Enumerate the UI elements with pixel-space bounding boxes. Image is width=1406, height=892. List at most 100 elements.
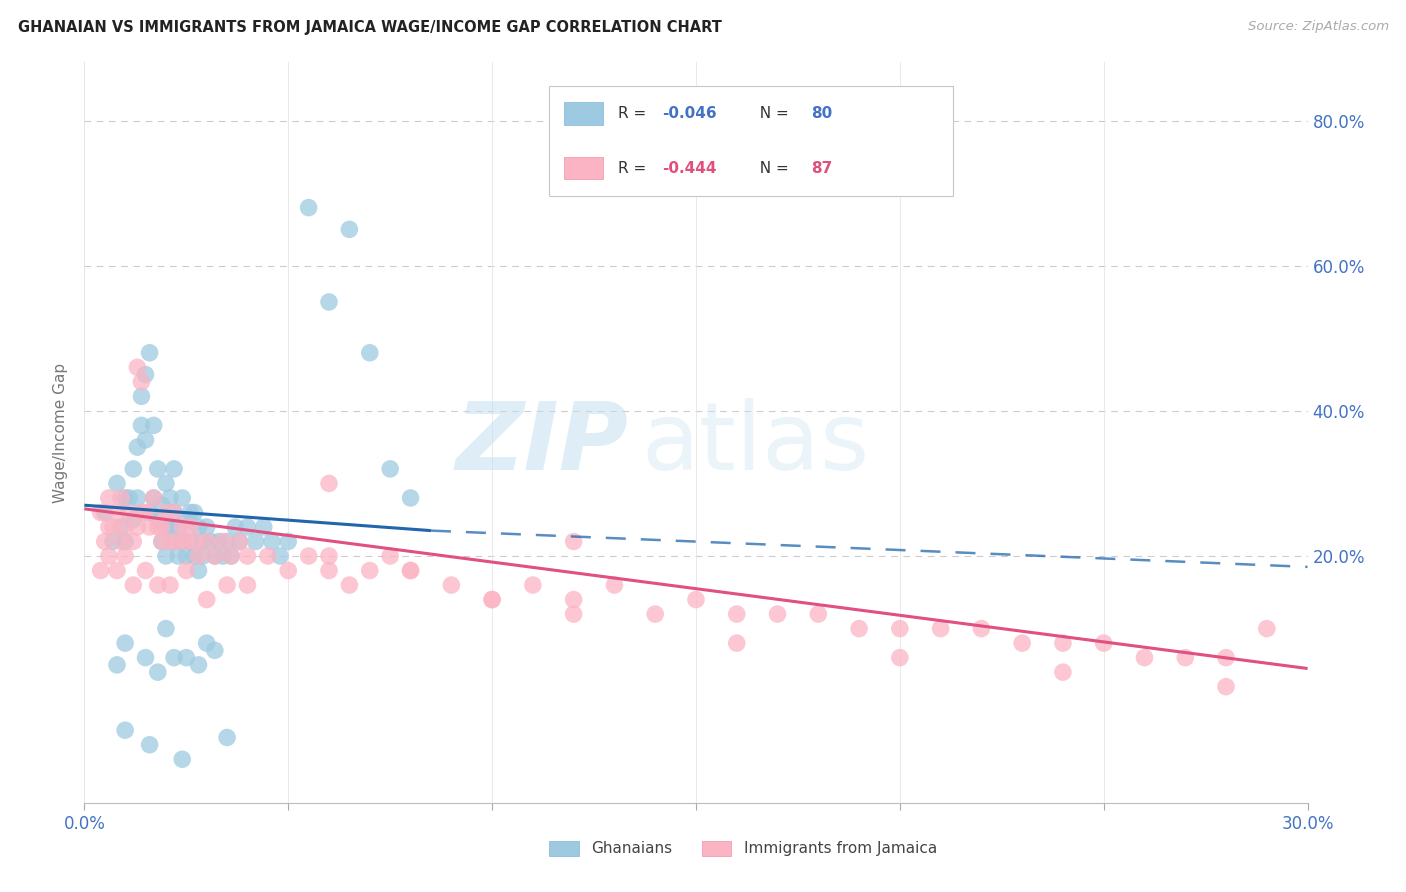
Point [187,564,209,578]
Point [204,549,226,563]
Point [167,520,190,534]
Point [562,592,585,607]
Point [122,534,145,549]
Point [90,506,112,520]
Point [481,592,503,607]
Text: GHANAIAN VS IMMIGRANTS FROM JAMAICA WAGE/INCOME GAP CORRELATION CHART: GHANAIAN VS IMMIGRANTS FROM JAMAICA WAGE… [18,20,723,35]
Point [135,433,157,447]
Point [150,534,173,549]
Point [174,564,197,578]
Point [93,534,115,549]
Text: R =: R = [617,106,651,121]
Point [1052,665,1074,680]
Text: N =: N = [749,161,793,176]
FancyBboxPatch shape [702,841,731,856]
Point [277,564,299,578]
Text: Source: ZipAtlas.com: Source: ZipAtlas.com [1249,20,1389,33]
Point [159,534,181,549]
Text: -0.444: -0.444 [662,161,716,176]
Point [1092,636,1115,650]
Point [122,462,145,476]
Text: ZIP: ZIP [456,398,628,490]
Point [195,534,218,549]
Point [127,440,149,454]
Point [339,578,361,592]
Point [138,738,160,752]
Point [277,534,299,549]
Text: -0.046: -0.046 [662,106,716,121]
Point [163,650,186,665]
Y-axis label: Wage/Income Gap: Wage/Income Gap [53,362,69,503]
Point [155,506,177,520]
Point [195,592,218,607]
Point [191,549,214,563]
Point [114,549,136,563]
Point [212,534,235,549]
Point [245,534,267,549]
Point [135,506,157,520]
Point [318,549,340,563]
Point [889,622,911,636]
Point [97,549,120,563]
Point [174,549,197,563]
Point [522,578,544,592]
Point [135,368,157,382]
Point [318,476,340,491]
Point [1174,650,1197,665]
Point [1215,650,1237,665]
Point [399,564,422,578]
Point [440,578,463,592]
Text: Ghanaians: Ghanaians [591,841,672,856]
Point [217,731,239,745]
Point [110,491,132,505]
Point [159,578,181,592]
Point [159,520,181,534]
Point [110,520,132,534]
Point [970,622,993,636]
Point [146,513,169,527]
Point [298,201,321,215]
Point [114,534,136,549]
Point [380,462,402,476]
Point [562,534,585,549]
Point [399,491,422,505]
Point [929,622,952,636]
Point [1133,650,1156,665]
Point [146,578,169,592]
Point [114,636,136,650]
Point [146,462,169,476]
Point [105,657,128,672]
Point [318,295,340,310]
Point [219,549,242,563]
Point [603,578,626,592]
Point [138,520,160,534]
Point [1052,636,1074,650]
Point [101,534,124,549]
Point [200,534,222,549]
Point [101,520,124,534]
Point [122,578,145,592]
Point [172,534,194,549]
Point [167,549,190,563]
Point [380,549,402,563]
Point [97,520,120,534]
Point [163,506,186,520]
Point [105,506,128,520]
Point [131,375,153,389]
Point [236,578,259,592]
FancyBboxPatch shape [550,841,578,856]
Point [399,564,422,578]
Point [236,520,259,534]
Point [183,534,205,549]
Point [150,520,173,534]
Point [93,506,115,520]
Point [167,534,190,549]
Point [118,506,141,520]
Point [150,534,173,549]
Point [90,564,112,578]
Point [174,534,197,549]
Point [179,534,201,549]
Point [174,650,197,665]
Point [204,643,226,657]
Point [1011,636,1033,650]
